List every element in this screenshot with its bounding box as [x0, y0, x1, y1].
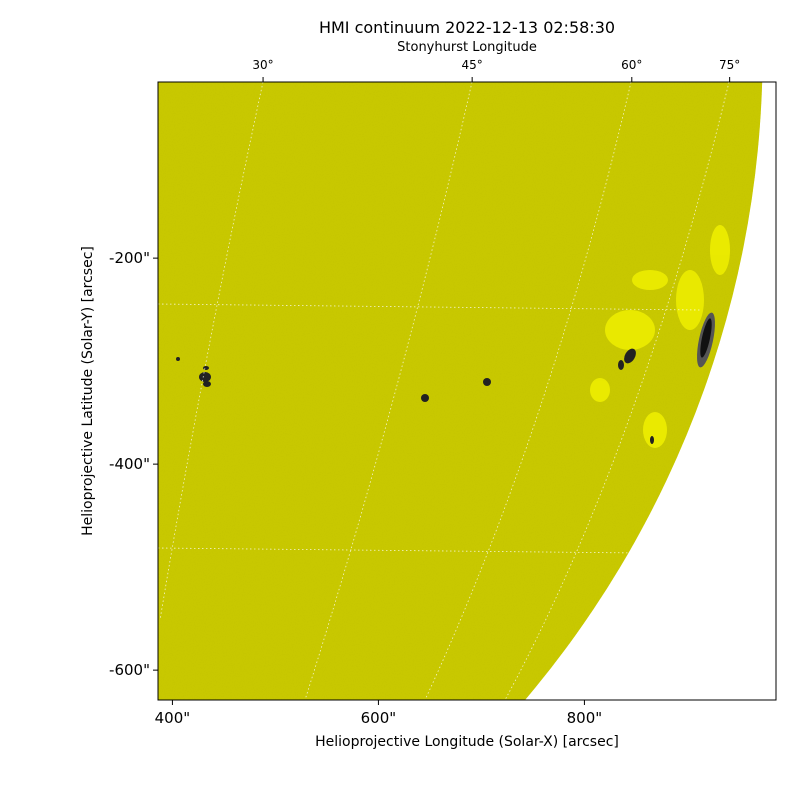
solar-disk: [158, 82, 763, 700]
disk-texture: [158, 82, 763, 700]
y-tick-label: -200": [109, 249, 150, 267]
faculae: [590, 225, 730, 448]
sunspots: [176, 312, 715, 444]
y-tick-label: -600": [109, 661, 150, 679]
plot-frame: [157, 81, 777, 701]
x2-tick-label: 45°: [462, 58, 483, 72]
chart-title: HMI continuum 2022-12-13 02:58:30: [319, 18, 615, 37]
x-axis-label: Helioprojective Longitude (Solar-X) [arc…: [315, 734, 619, 750]
x2-tick-label: 75°: [719, 58, 740, 72]
x2-axis-label: Stonyhurst Longitude: [397, 40, 537, 55]
x-tick-label: 600": [361, 709, 397, 727]
coordinate-grid: [158, 82, 730, 700]
x2-tick-label: 60°: [621, 58, 642, 72]
x-tick-label: 400": [155, 709, 191, 727]
y-axis-label: Helioprojective Latitude (Solar-Y) [arcs…: [80, 246, 96, 536]
x-tick-label: 800": [567, 709, 603, 727]
y-tick-label: -400": [109, 455, 150, 473]
x2-tick-label: 30°: [252, 58, 273, 72]
plot-area: [158, 82, 763, 700]
